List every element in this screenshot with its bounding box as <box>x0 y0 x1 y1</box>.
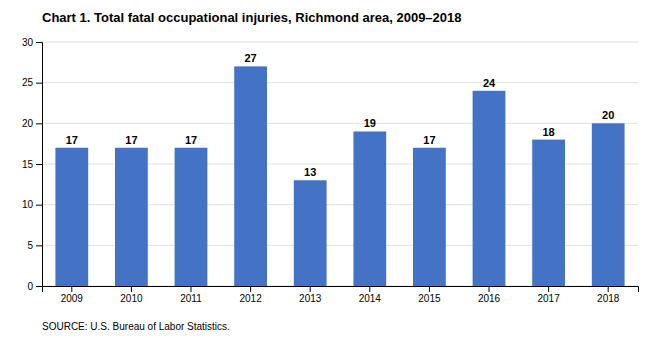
x-tick: 2013 <box>299 286 322 304</box>
x-tick-mark <box>608 286 609 292</box>
y-tick: 5 <box>27 240 42 251</box>
grid <box>42 42 638 286</box>
grid-line <box>42 42 638 43</box>
title: Chart 1. Total fatal occupational injuri… <box>42 10 462 25</box>
x-tick: 2009 <box>61 286 84 304</box>
bar <box>55 148 88 286</box>
y-tick-label: 20 <box>22 118 34 129</box>
x-tick-label: 2012 <box>239 293 262 304</box>
x-tick-label: 2018 <box>597 293 620 304</box>
bar <box>473 91 506 286</box>
x-tick-mark <box>489 286 490 292</box>
bar <box>353 131 386 286</box>
data-labels: 17 17 17 27 13 19 17 24 18 20 <box>66 52 615 178</box>
y-axis: 0 5 10 15 20 25 30 <box>22 37 43 292</box>
y-tick-mark <box>36 164 42 165</box>
y-tick-mark <box>36 286 42 287</box>
y-axis-line <box>36 43 43 287</box>
data-label: 13 <box>304 166 316 178</box>
y-tick-mark <box>36 245 42 246</box>
x-tick: 2015 <box>418 286 441 304</box>
x-tick: 2017 <box>537 286 560 304</box>
data-label: 17 <box>423 134 435 146</box>
x-tick-mark <box>131 286 132 292</box>
x-tick-mark <box>250 286 251 292</box>
y-tick: 10 <box>22 199 42 210</box>
x-tick-mark <box>369 286 370 292</box>
y-tick: 0 <box>27 281 42 292</box>
y-tick-mark <box>36 123 42 124</box>
x-tick: 2014 <box>359 286 382 304</box>
data-label: 27 <box>244 52 256 64</box>
bar <box>175 148 208 286</box>
x-tick: 2016 <box>478 286 501 304</box>
x-tick-mark <box>310 286 311 292</box>
data-label: 20 <box>602 109 614 121</box>
bar <box>413 148 446 286</box>
bar <box>532 140 565 286</box>
y-tick-label: 30 <box>22 37 34 48</box>
x-tick-label: 2009 <box>61 293 84 304</box>
y-tick-label: 10 <box>22 199 34 210</box>
bars <box>55 66 624 286</box>
y-tick: 25 <box>22 77 42 88</box>
x-tick: 2010 <box>120 286 143 304</box>
data-label: 17 <box>66 134 78 146</box>
y-tick: 15 <box>22 159 42 170</box>
y-tick-mark <box>36 205 42 206</box>
y-tick-label: 0 <box>27 281 33 292</box>
y-tick-label: 15 <box>22 159 34 170</box>
x-tick: 2011 <box>180 286 202 304</box>
y-tick-label: 25 <box>22 77 34 88</box>
bar <box>115 148 148 286</box>
y-tick: 30 <box>22 37 42 48</box>
y-tick-mark <box>36 42 42 43</box>
x-tick-label: 2014 <box>359 293 382 304</box>
data-label: 19 <box>364 117 376 129</box>
bar <box>234 66 267 286</box>
x-tick: 2018 <box>597 286 620 304</box>
x-tick-mark <box>548 286 549 292</box>
x-tick-label: 2017 <box>537 293 560 304</box>
data-label: 24 <box>483 77 496 89</box>
x-tick-label: 2015 <box>418 293 441 304</box>
grid-line <box>42 82 638 83</box>
x-tick: 2012 <box>239 286 262 304</box>
data-label: 18 <box>542 126 554 138</box>
plot-area: 0 5 10 15 20 25 30 17 17 17 27 13 19 17 24 18 20 2009 2010… <box>22 37 639 304</box>
x-tick-label: 2016 <box>478 293 501 304</box>
x-tick-mark <box>191 286 192 292</box>
x-axis: 2009 2010 2011 2012 2013 2014 2015 2016 2017 2018 <box>43 286 639 304</box>
x-axis-line <box>43 287 639 293</box>
bar <box>294 180 327 286</box>
x-tick-label: 2013 <box>299 293 322 304</box>
y-tick-mark <box>36 83 42 84</box>
x-tick-mark <box>71 286 72 292</box>
data-label: 17 <box>125 134 137 146</box>
y-tick: 20 <box>22 118 42 129</box>
x-tick-mark <box>429 286 430 292</box>
data-label: 17 <box>185 134 197 146</box>
x-tick-label: 2011 <box>180 293 202 304</box>
y-tick-label: 5 <box>27 240 33 251</box>
chart: 0 5 10 15 20 25 30 17 17 17 27 13 19 17 24 18 20 2009 2010… <box>0 0 650 338</box>
grid-line <box>42 123 638 124</box>
source: SOURCE: U.S. Bureau of Labor Statistics. <box>42 321 230 332</box>
bar <box>592 123 625 286</box>
x-tick-label: 2010 <box>120 293 143 304</box>
